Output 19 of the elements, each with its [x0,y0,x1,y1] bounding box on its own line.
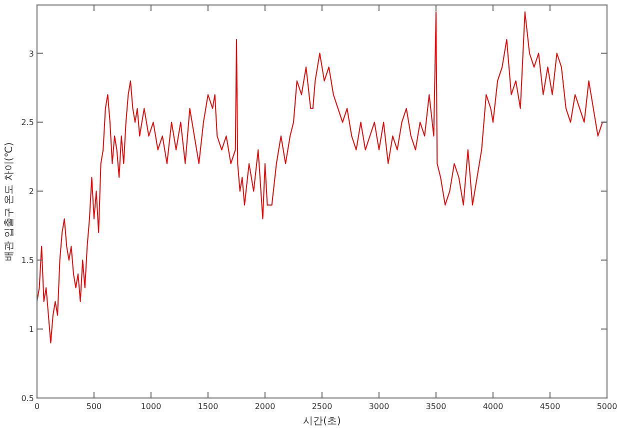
x-tick-label: 3500 [426,402,446,411]
x-tick-label: 2500 [312,402,332,411]
x-tick-label: 3000 [368,402,390,411]
y-tick-label: 1 [28,325,34,334]
y-tick-label: 3 [28,49,34,58]
x-axis-title: 시간(초) [303,416,341,427]
x-tick-label: 1500 [198,402,218,411]
x-tick-label: 500 [86,402,102,411]
y-tick-label: 2.5 [21,118,34,128]
y-tick-label: 0.5 [21,394,34,403]
y-tick-label: 1.5 [21,256,34,266]
x-tick-label: 2000 [254,402,276,411]
x-tick-label: 5000 [596,402,617,411]
y-tick-label: 2 [28,187,34,196]
y-axis-title: 배관 입출구 온도 차이(℃) [4,142,15,261]
x-tick-label: 0 [34,402,40,411]
x-tick-label: 1000 [140,402,162,411]
x-tick-label: 4500 [540,402,560,411]
x-tick-label: 4000 [482,402,504,411]
